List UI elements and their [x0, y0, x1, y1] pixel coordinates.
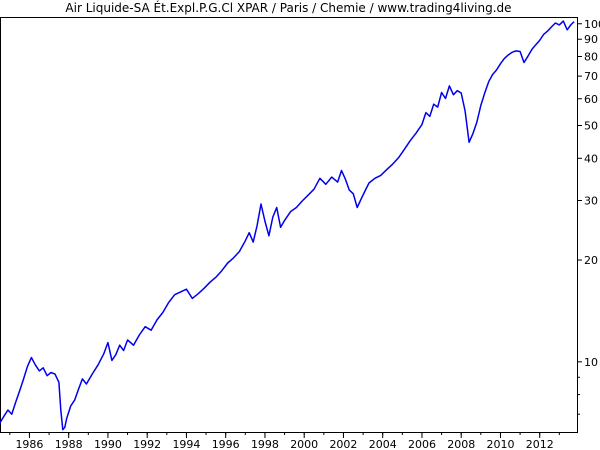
series-layer	[0, 20, 575, 431]
y-tick-label: 10	[584, 356, 598, 369]
y-tick-label: 50	[584, 120, 598, 133]
x-tick-label: 2002	[329, 438, 357, 450]
y-tick-label: 70	[584, 70, 598, 83]
y-tick-label: 40	[584, 152, 598, 165]
x-tick-label: 1996	[212, 438, 240, 450]
chart-title: Air Liquide-SA Ét.Expl.P.G.Cl XPAR / Par…	[65, 1, 512, 15]
x-tick-label: 1992	[133, 438, 161, 450]
x-tick-label: 1994	[172, 438, 200, 450]
y-tick-label: 30	[584, 195, 598, 208]
y-tick-label: 60	[584, 93, 598, 106]
x-tick-label: 1986	[15, 438, 43, 450]
y-tick-label: 90	[584, 33, 598, 46]
y-tick-label: 100	[584, 18, 600, 31]
x-tick-label: 1990	[94, 438, 122, 450]
x-tick-label: 1998	[251, 438, 279, 450]
x-tick-label: 2010	[486, 438, 514, 450]
y-tick-label: 20	[584, 254, 598, 267]
price-line	[0, 20, 575, 431]
x-tick-label: 2004	[369, 438, 397, 450]
x-tick-label: 2008	[447, 438, 475, 450]
plot-frame	[0, 17, 578, 433]
y-tick-label: 80	[584, 51, 598, 64]
x-tick-label: 2006	[408, 438, 436, 450]
x-tick-label: 2000	[290, 438, 318, 450]
x-axis: 1986 1988 1990 1992 1994 1996 1998 2000 2002 2004…	[9, 432, 560, 450]
x-tick-label: 1988	[55, 438, 83, 450]
y-axis: 10 20 30 40 50 60 70 80 90 100	[577, 18, 600, 415]
x-tick-label: 2012	[526, 438, 554, 450]
